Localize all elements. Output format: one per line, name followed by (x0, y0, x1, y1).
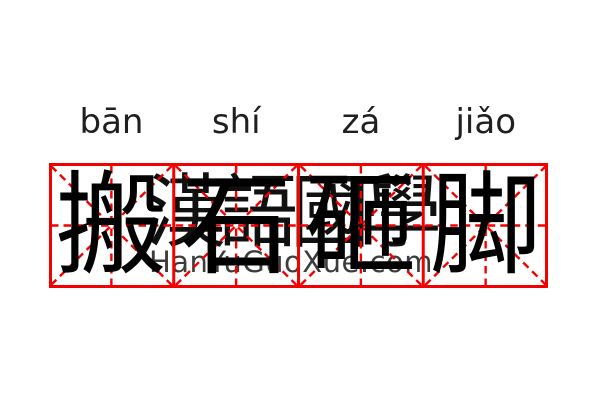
pinyin-syllable-2: shí (211, 102, 261, 142)
idiom-character-3: 砸 (305, 160, 417, 291)
pinyin-syllable-1: bān (79, 102, 144, 142)
idiom-character-2: 石 (180, 160, 293, 291)
mizige-grid (49, 163, 548, 288)
idiom-character-1: 搬 (55, 160, 168, 291)
pinyin-syllable-3: zá (341, 102, 381, 142)
pinyin-syllable-4: jiǎo (455, 102, 517, 142)
watermark-url: HanYuGuoXue.com (148, 245, 434, 279)
idiom-character-4: 脚 (429, 160, 542, 291)
